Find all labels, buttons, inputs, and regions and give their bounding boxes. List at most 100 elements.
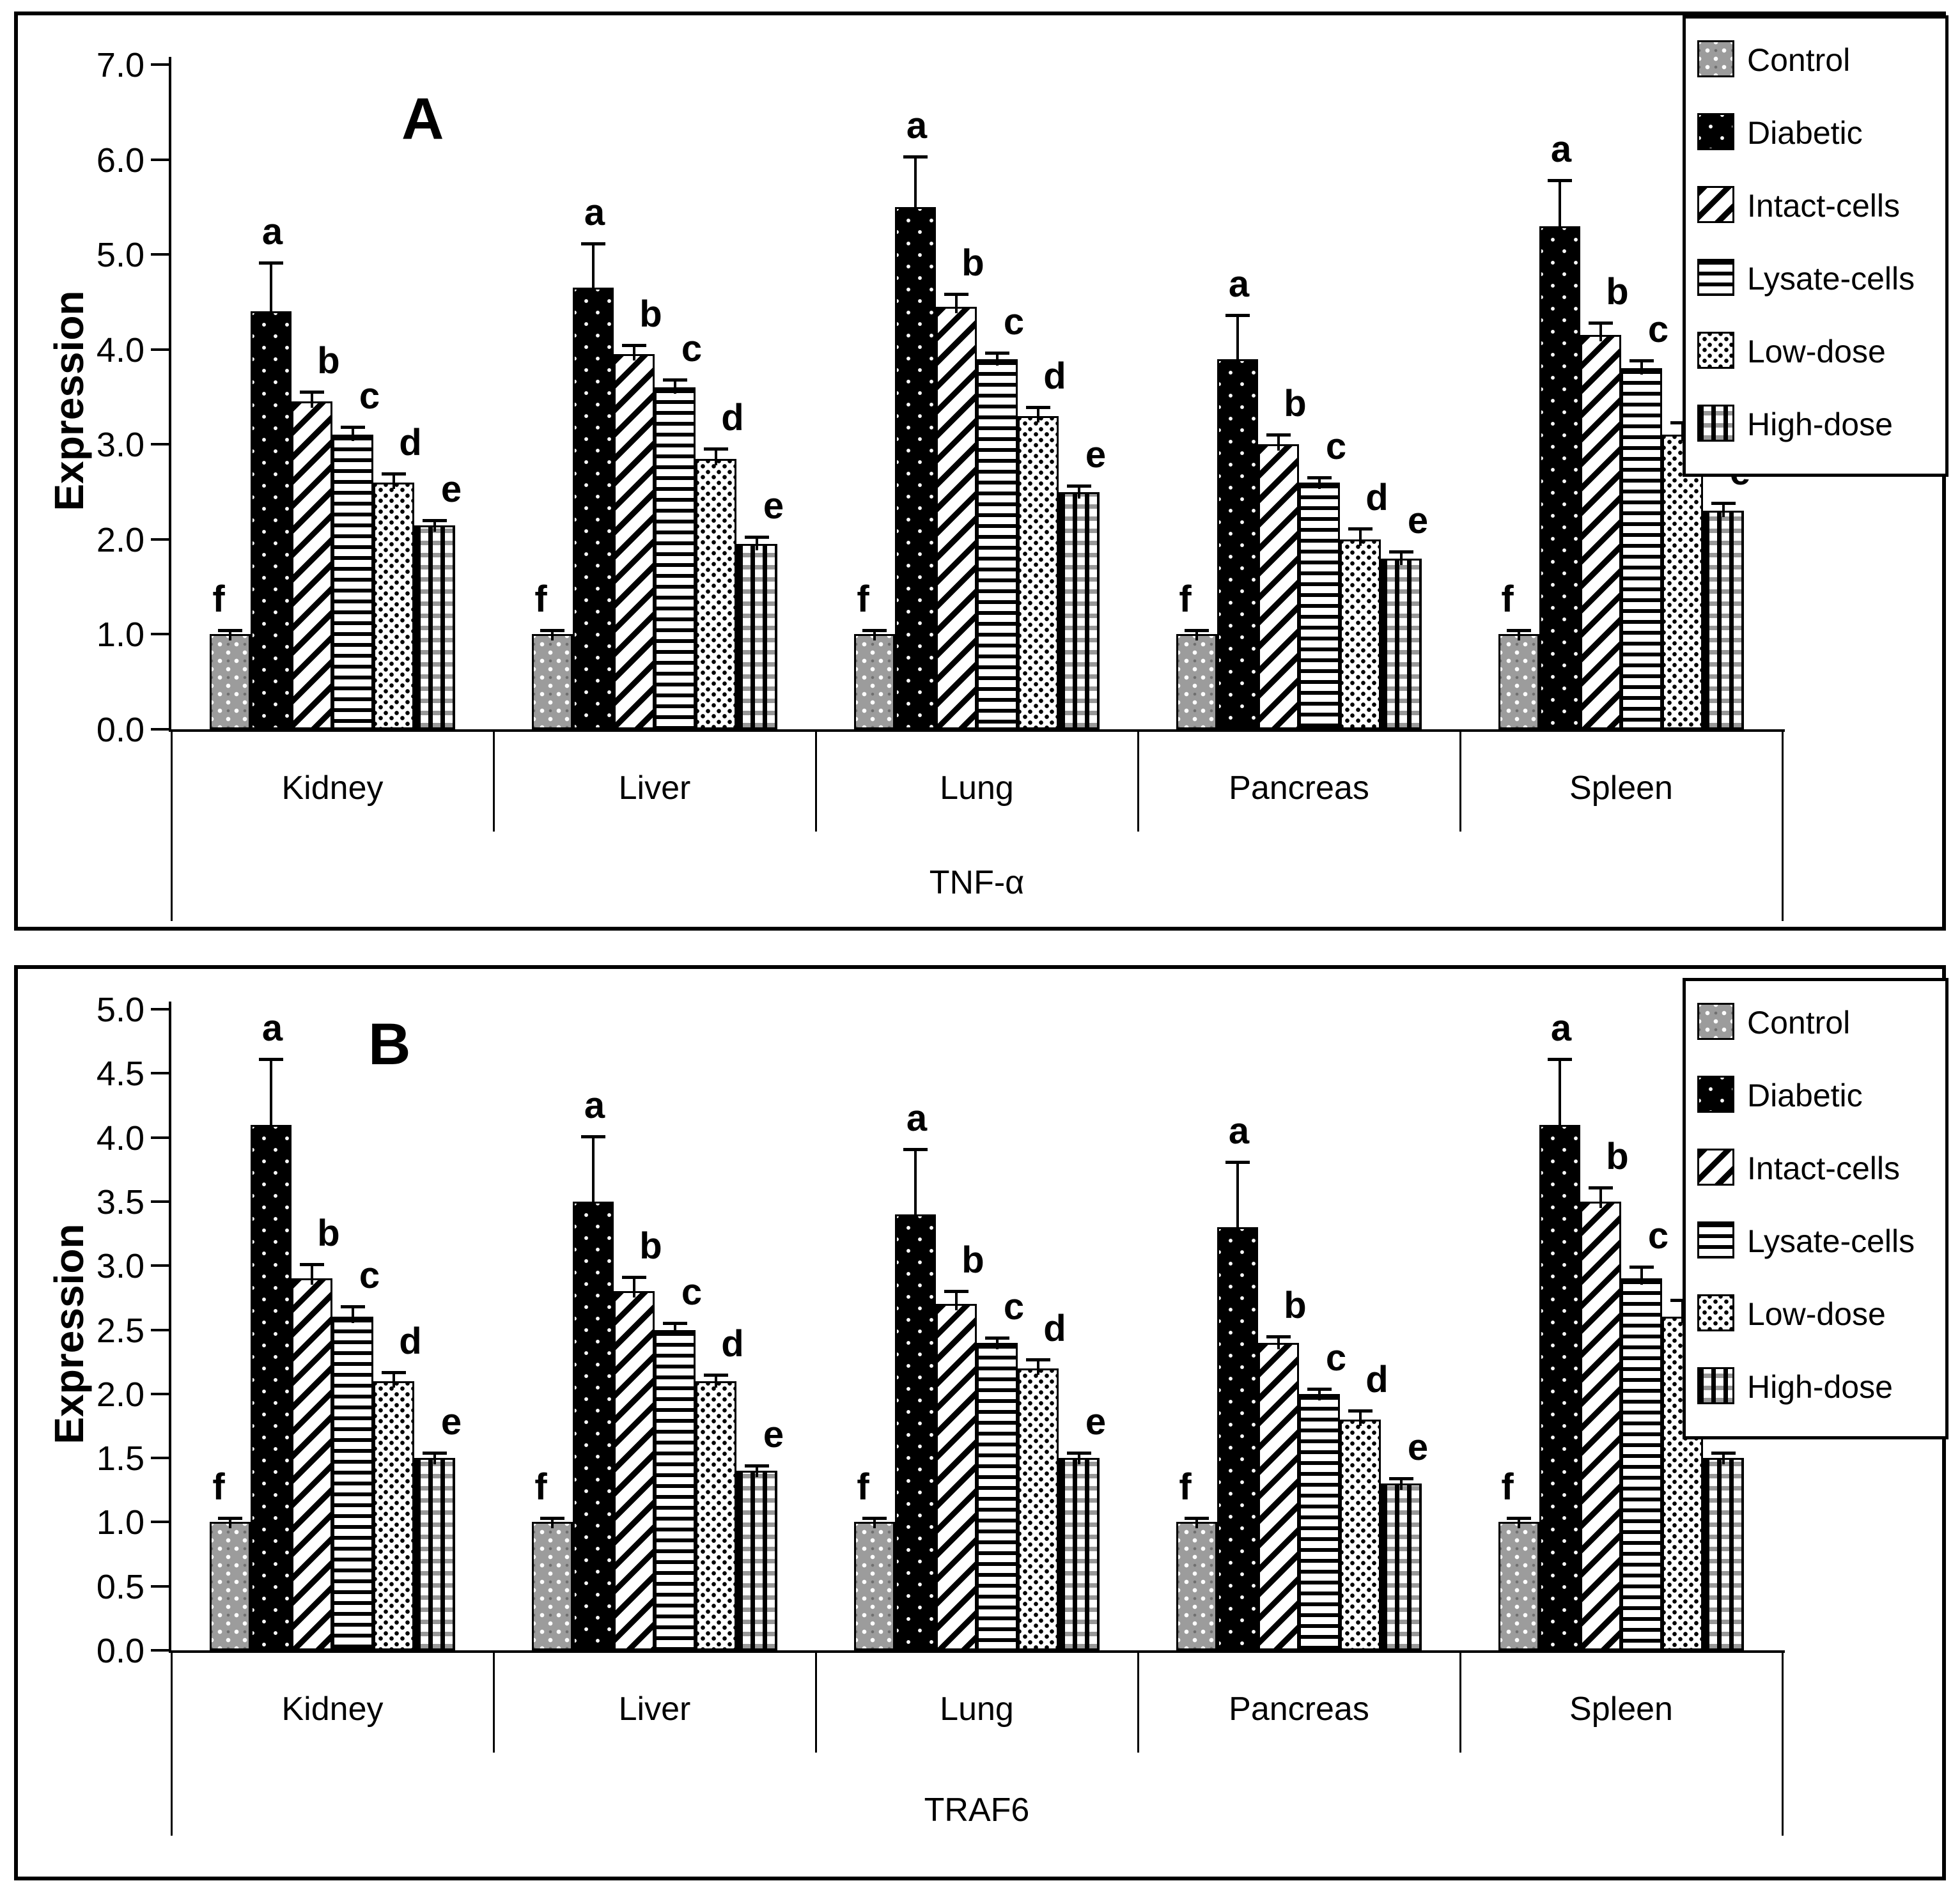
error-bar-cap xyxy=(622,1276,646,1280)
error-bar-line xyxy=(229,631,231,641)
error-bar-cap xyxy=(944,293,968,297)
error-bar-line xyxy=(352,428,354,442)
significance-letter: e xyxy=(763,485,784,527)
significance-letter: f xyxy=(1501,1466,1514,1508)
bar-intact xyxy=(614,354,655,729)
bar-lysate xyxy=(655,387,696,729)
bar-low xyxy=(1662,435,1703,729)
error-bar-cap xyxy=(218,628,242,632)
significance-letter: d xyxy=(1043,355,1066,397)
category-label: Kidney xyxy=(281,1691,384,1728)
error-bar-line xyxy=(873,631,876,641)
bar-low xyxy=(1018,415,1059,729)
error-bar-line xyxy=(756,1467,758,1478)
bar-diabetic xyxy=(573,288,614,729)
bar-high xyxy=(1703,511,1744,729)
y-axis-tick xyxy=(151,1136,169,1139)
legend-swatch-control xyxy=(1697,1003,1734,1040)
legend-item-intact: Intact-cells xyxy=(1697,186,1934,227)
bar-high xyxy=(414,525,455,729)
category-label: Pancreas xyxy=(1229,770,1369,807)
y-axis-tick-label: 2.5 xyxy=(96,1311,144,1350)
y-axis-tick-label: 2.0 xyxy=(96,520,144,559)
significance-letter: b xyxy=(317,340,340,382)
error-bar-line xyxy=(1722,1454,1725,1465)
significance-letter: f xyxy=(212,1466,225,1508)
significance-letter: c xyxy=(1003,301,1025,343)
error-bar-line xyxy=(1518,631,1520,641)
legend-label: Lysate-cells xyxy=(1747,261,1915,297)
y-axis-tick-label: 7.0 xyxy=(96,46,144,84)
significance-letter: c xyxy=(1647,309,1669,351)
legend-label: Control xyxy=(1747,1005,1851,1041)
y-axis-tick xyxy=(151,1008,169,1011)
error-bar-line xyxy=(1599,323,1602,342)
bar-diabetic xyxy=(1217,359,1258,729)
significance-letter: f xyxy=(857,1466,869,1508)
significance-letter: e xyxy=(440,468,462,510)
legend-label: High-dose xyxy=(1747,1369,1893,1405)
error-bar-cap xyxy=(1067,484,1091,488)
error-bar-line xyxy=(715,1375,717,1388)
error-bar-cap xyxy=(1589,1186,1613,1189)
y-axis-tick-label: 4.0 xyxy=(96,330,144,369)
legend-label: Diabetic xyxy=(1747,115,1863,151)
significance-letter: a xyxy=(584,192,605,234)
bar-low xyxy=(1340,1419,1381,1650)
error-bar-cap xyxy=(1711,501,1736,505)
legend-label: Intact-cells xyxy=(1747,188,1900,224)
legend-item-high: High-dose xyxy=(1697,1367,1934,1408)
significance-letter: e xyxy=(440,1401,462,1443)
bar-lysate xyxy=(655,1329,696,1650)
significance-letter: f xyxy=(857,578,869,620)
error-bar-cap xyxy=(1348,1409,1373,1413)
legend-swatch-lysate xyxy=(1697,259,1734,296)
error-bar-cap xyxy=(1026,1358,1050,1361)
panel-a-x-axis-title: TNF-α xyxy=(929,864,1025,901)
category-label: Liver xyxy=(618,1691,691,1728)
significance-letter: a xyxy=(906,104,928,146)
bar-control xyxy=(854,1522,895,1650)
y-axis-tick-label: 6.0 xyxy=(96,141,144,180)
error-bar-cap xyxy=(862,628,887,632)
legend-item-control: Control xyxy=(1697,1003,1934,1044)
error-bar-cap xyxy=(1307,1387,1332,1391)
legend-label: High-dose xyxy=(1747,407,1893,442)
bar-intact xyxy=(614,1291,655,1650)
y-axis-tick xyxy=(151,1264,169,1267)
bar-low xyxy=(696,458,736,729)
bar-low xyxy=(373,1381,414,1650)
error-bar-cap xyxy=(1389,550,1413,554)
significance-letter: b xyxy=(639,1225,662,1267)
error-bar-line xyxy=(1236,316,1239,366)
error-bar-line xyxy=(1400,1480,1403,1491)
legend-item-diabetic: Diabetic xyxy=(1697,113,1934,154)
error-bar-cap xyxy=(1026,405,1050,409)
y-axis-tick xyxy=(151,1328,169,1331)
error-bar-line xyxy=(1640,362,1643,375)
bar-intact xyxy=(292,401,332,729)
panel-a: A Expression TNF-α 0.0 1.0 2.0 3.0 4.0 5.0 6.0… xyxy=(14,12,1948,931)
y-axis-tick-label: 5.0 xyxy=(96,991,144,1029)
error-bar-cap xyxy=(1629,1266,1654,1269)
error-bar-cap xyxy=(944,1290,968,1294)
error-bar-cap xyxy=(1348,527,1373,531)
error-bar-line xyxy=(551,1519,554,1529)
error-bar-line xyxy=(1277,435,1280,451)
bar-intact xyxy=(1580,335,1621,729)
legend-item-diabetic: Diabetic xyxy=(1697,1076,1934,1117)
panel-b-letter: B xyxy=(368,1012,411,1077)
significance-letter: f xyxy=(212,578,225,620)
category-label: Spleen xyxy=(1569,1691,1673,1728)
bar-diabetic xyxy=(1217,1227,1258,1650)
significance-letter: d xyxy=(721,397,744,439)
error-bar-line xyxy=(914,157,917,213)
legend-label: Low-dose xyxy=(1747,1296,1886,1332)
bar-lysate xyxy=(332,435,373,729)
error-bar-cap xyxy=(423,1452,447,1455)
error-bar-cap xyxy=(259,1058,283,1062)
y-axis-tick xyxy=(151,1649,169,1652)
error-bar-cap xyxy=(1548,178,1572,182)
category-separator xyxy=(815,729,817,832)
